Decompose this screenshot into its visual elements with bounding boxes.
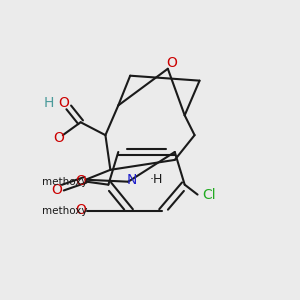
Text: H: H — [44, 96, 54, 110]
Text: O: O — [53, 131, 64, 145]
Text: O: O — [75, 174, 86, 188]
Text: O: O — [51, 183, 62, 196]
Text: N: N — [127, 173, 137, 187]
Text: ·H: ·H — [149, 173, 163, 186]
Text: Cl: Cl — [202, 188, 216, 202]
Text: O: O — [58, 96, 69, 110]
Text: methoxy: methoxy — [42, 177, 88, 187]
Text: O: O — [167, 56, 177, 70]
Text: methoxy: methoxy — [42, 206, 88, 216]
Text: O: O — [75, 203, 86, 218]
